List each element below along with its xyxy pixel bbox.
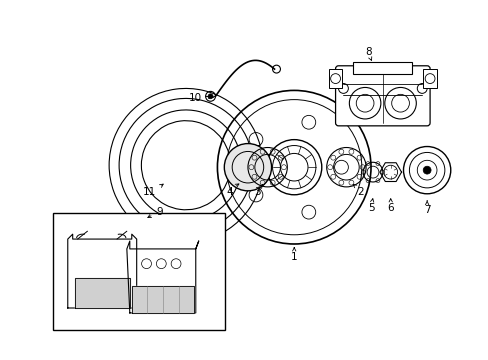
Polygon shape bbox=[131, 286, 193, 313]
Text: 8: 8 bbox=[364, 47, 370, 57]
Polygon shape bbox=[68, 234, 137, 308]
Text: 2: 2 bbox=[356, 187, 363, 197]
Bar bbox=[53, 213, 225, 330]
Text: 5: 5 bbox=[367, 203, 373, 212]
Bar bbox=[328, 69, 342, 89]
FancyBboxPatch shape bbox=[335, 66, 429, 126]
Text: 1: 1 bbox=[290, 252, 297, 262]
Text: 4: 4 bbox=[226, 187, 233, 197]
Text: 9: 9 bbox=[156, 207, 163, 216]
Text: 10: 10 bbox=[189, 93, 202, 103]
Text: 7: 7 bbox=[423, 204, 429, 215]
Ellipse shape bbox=[224, 144, 271, 191]
Polygon shape bbox=[75, 278, 129, 308]
Polygon shape bbox=[126, 241, 198, 313]
Circle shape bbox=[422, 166, 430, 174]
Text: 6: 6 bbox=[386, 203, 393, 212]
Circle shape bbox=[208, 94, 213, 99]
Bar bbox=[422, 69, 436, 89]
Text: 3: 3 bbox=[254, 187, 261, 197]
Bar bbox=[352, 62, 411, 74]
Text: 11: 11 bbox=[142, 187, 156, 197]
